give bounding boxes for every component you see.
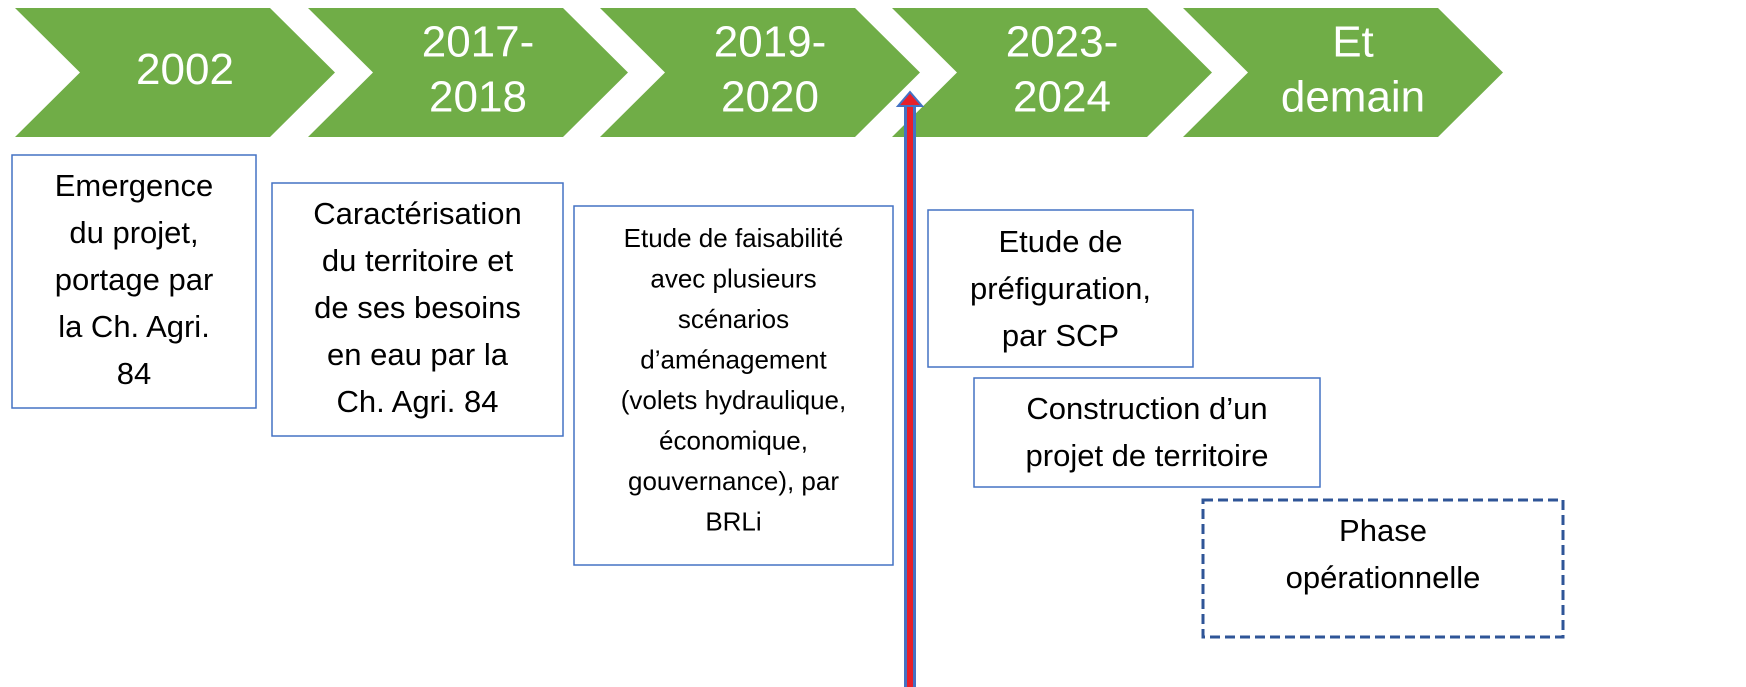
phase-box [973,377,1321,488]
box-text-line: avec plusieurs [650,263,816,293]
box-text-line: Ch. Agri. 84 [337,384,499,419]
phase-label: Et [1332,18,1374,67]
box-text-line: d’aménagement [640,344,827,374]
box-text-line: préfiguration, [970,271,1151,306]
phase-label: 2019- [714,18,827,67]
box-text-line: opérationnelle [1286,560,1481,595]
box-text-line: du projet, [69,215,198,250]
box-text-line: Phase [1339,513,1427,548]
box-text-line: économique, [659,425,808,455]
box-text-line: Etude de [998,224,1122,259]
phase-label: 2020 [721,73,819,122]
box-text-line: Etude de faisabilité [624,223,844,253]
phase-chevron [600,8,920,137]
phase-label: 2017- [422,18,535,67]
phase-chevron [892,8,1212,137]
box-text-line: de ses besoins [314,290,521,325]
phase-chevron [308,8,628,137]
box-text-line: la Ch. Agri. [58,309,210,344]
phase-box [271,182,564,437]
phase-boxes: Emergence du projet, portage par la Ch. Agr… [11,154,1565,639]
phase-label: 2002 [136,45,234,94]
box-text-line: gouvernance), par [628,466,839,496]
phase-chevron [1183,8,1503,137]
phase-chevron [15,8,335,137]
box-text-line: 84 [117,356,151,391]
dashed-phase-box [1201,498,1565,639]
box-text-line: Construction d’un [1026,391,1267,426]
box-text-line: Caractérisation [313,196,521,231]
arrow-shaft [907,106,913,687]
phase-label: 2024 [1013,73,1111,122]
box-text-line: par SCP [1002,318,1119,353]
box-text-line: projet de territoire [1026,438,1269,473]
current-marker-arrow [895,90,925,687]
phase-label: 2023- [1006,18,1119,67]
box-text-line: (volets hydraulique, [621,385,846,415]
phase-chevrons: 2002 2017- 2018 2019- 2020 2023- 2024 Et demain [15,8,1503,137]
phase-label: demain [1281,73,1425,122]
box-text-line: BRLi [705,506,761,536]
box-text-line: scénarios [678,304,789,334]
phase-box [927,209,1194,368]
box-text-line: en eau par la [327,337,509,372]
box-text-line: Emergence [55,168,214,203]
phase-box [11,154,257,409]
phase-box [573,205,894,566]
box-text-line: du territoire et [322,243,514,278]
phase-label: 2018 [429,73,527,122]
arrow-head [895,90,925,107]
box-text-line: portage par [55,262,214,297]
